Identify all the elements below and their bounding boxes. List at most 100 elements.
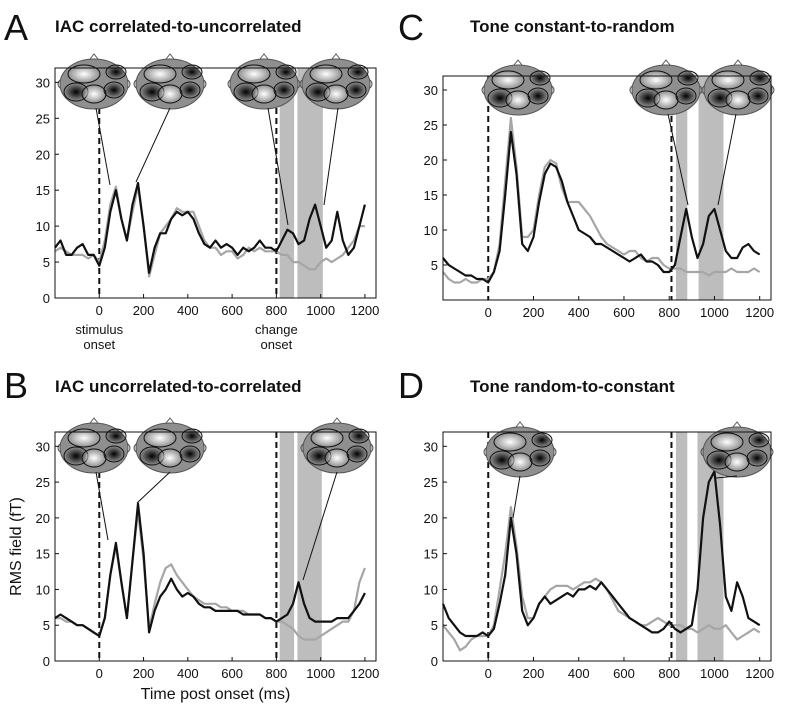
y-tick-label: 25 bbox=[424, 118, 438, 133]
connector bbox=[136, 471, 171, 504]
shaded-window bbox=[297, 68, 323, 298]
x-tick-label: 600 bbox=[613, 666, 635, 681]
panel-label: D bbox=[398, 365, 424, 406]
topography-map bbox=[227, 53, 301, 110]
y-tick-label: 15 bbox=[424, 188, 438, 203]
connector bbox=[323, 107, 339, 206]
x-tick-label: 400 bbox=[177, 303, 199, 318]
x-tick-label: 0 bbox=[485, 666, 492, 681]
x-tick-label: 1000 bbox=[700, 666, 729, 681]
plot-frame bbox=[442, 75, 772, 301]
x-tick-label: 800 bbox=[658, 305, 680, 320]
x-tick-label: 600 bbox=[221, 303, 243, 318]
x-tick-label: 200 bbox=[133, 303, 155, 318]
y-tick-label: 25 bbox=[424, 475, 438, 490]
y-tick-label: 25 bbox=[36, 475, 50, 490]
x-tick-label: 600 bbox=[613, 305, 635, 320]
data-line bbox=[442, 130, 761, 284]
x-tick-label: 200 bbox=[523, 666, 545, 681]
x-tick-label: 1200 bbox=[350, 666, 379, 681]
y-tick-label: 10 bbox=[36, 219, 50, 234]
connector bbox=[512, 475, 521, 519]
plot-frame bbox=[54, 431, 377, 662]
shaded-window bbox=[279, 68, 295, 298]
topography-map bbox=[701, 59, 775, 116]
y-tick-label: 15 bbox=[36, 183, 50, 198]
x-tick-label: 600 bbox=[221, 666, 243, 681]
y-tick-label: 30 bbox=[424, 83, 438, 98]
shaded-window bbox=[675, 432, 688, 661]
topography-map bbox=[133, 53, 207, 110]
x-tick-label: 0 bbox=[485, 305, 492, 320]
x-tick-label: 1000 bbox=[306, 666, 335, 681]
connector bbox=[302, 471, 338, 581]
x-tick-label: 200 bbox=[523, 305, 545, 320]
y-tick-label: 0 bbox=[43, 291, 50, 306]
x-tick-label: 1200 bbox=[745, 305, 774, 320]
panel-label: B bbox=[4, 365, 28, 406]
annotation: change onset bbox=[255, 322, 298, 352]
annotation: stimulus onset bbox=[75, 322, 123, 352]
shaded-window bbox=[297, 432, 322, 661]
x-tick-label: 400 bbox=[177, 666, 199, 681]
connector bbox=[267, 107, 289, 226]
y-tick-label: 5 bbox=[43, 618, 50, 633]
plot-frame bbox=[54, 67, 377, 299]
x-tick-label: 800 bbox=[266, 303, 288, 318]
topography-map bbox=[629, 59, 703, 116]
panel-title: IAC uncorrelated-to-correlated bbox=[55, 377, 302, 396]
topography-map bbox=[481, 59, 555, 116]
topography-map bbox=[133, 417, 207, 474]
x-tick-label: 800 bbox=[266, 666, 288, 681]
y-tick-label: 5 bbox=[431, 618, 438, 633]
y-tick-label: 20 bbox=[424, 153, 438, 168]
x-tick-label: 800 bbox=[658, 666, 680, 681]
topography-map bbox=[700, 421, 774, 478]
topography-map bbox=[57, 417, 131, 474]
data-line bbox=[441, 470, 761, 638]
y-tick-label: 15 bbox=[424, 547, 438, 562]
y-tick-label: 10 bbox=[36, 582, 50, 597]
plot-frame bbox=[442, 431, 772, 662]
y-tick-label: 20 bbox=[36, 147, 50, 162]
connector bbox=[95, 471, 109, 541]
x-tick-label: 1200 bbox=[745, 666, 774, 681]
y-tick-label: 5 bbox=[431, 258, 438, 273]
y-tick-label: 10 bbox=[424, 582, 438, 597]
x-tick-label: 400 bbox=[568, 666, 590, 681]
y-tick-label: 20 bbox=[36, 511, 50, 526]
y-tick-label: 5 bbox=[43, 255, 50, 270]
x-tick-label: 0 bbox=[96, 303, 103, 318]
data-line bbox=[54, 502, 366, 638]
x-tick-label: 0 bbox=[96, 666, 103, 681]
panel-label: C bbox=[398, 7, 424, 48]
y-tick-label: 30 bbox=[424, 439, 438, 454]
x-tick-label: 1000 bbox=[700, 305, 729, 320]
data-line bbox=[54, 181, 366, 274]
y-tick-label: 25 bbox=[36, 111, 50, 126]
connector bbox=[95, 107, 111, 186]
topography-maps bbox=[57, 53, 775, 581]
y-tick-label: 0 bbox=[431, 654, 438, 669]
y-axis-label: RMS field (fT) bbox=[8, 497, 25, 596]
y-tick-label: 10 bbox=[424, 223, 438, 238]
shaded-window bbox=[698, 76, 724, 300]
connector bbox=[717, 113, 737, 206]
y-tick-label: 15 bbox=[36, 547, 50, 562]
shaded-window bbox=[675, 76, 688, 300]
shaded-window bbox=[279, 432, 295, 661]
connector bbox=[135, 107, 171, 183]
x-tick-label: 1000 bbox=[306, 303, 335, 318]
topography-map bbox=[299, 53, 373, 110]
y-tick-label: 30 bbox=[36, 75, 50, 90]
panel-label: A bbox=[4, 7, 28, 48]
connector bbox=[667, 113, 689, 206]
x-tick-label: 400 bbox=[568, 305, 590, 320]
panel-title: Tone random-to-constant bbox=[470, 377, 675, 396]
topography-map bbox=[300, 417, 374, 474]
topography-map bbox=[57, 53, 131, 110]
y-tick-label: 0 bbox=[43, 654, 50, 669]
x-tick-label: 200 bbox=[133, 666, 155, 681]
panel-title: IAC correlated-to-uncorrelated bbox=[55, 17, 302, 36]
